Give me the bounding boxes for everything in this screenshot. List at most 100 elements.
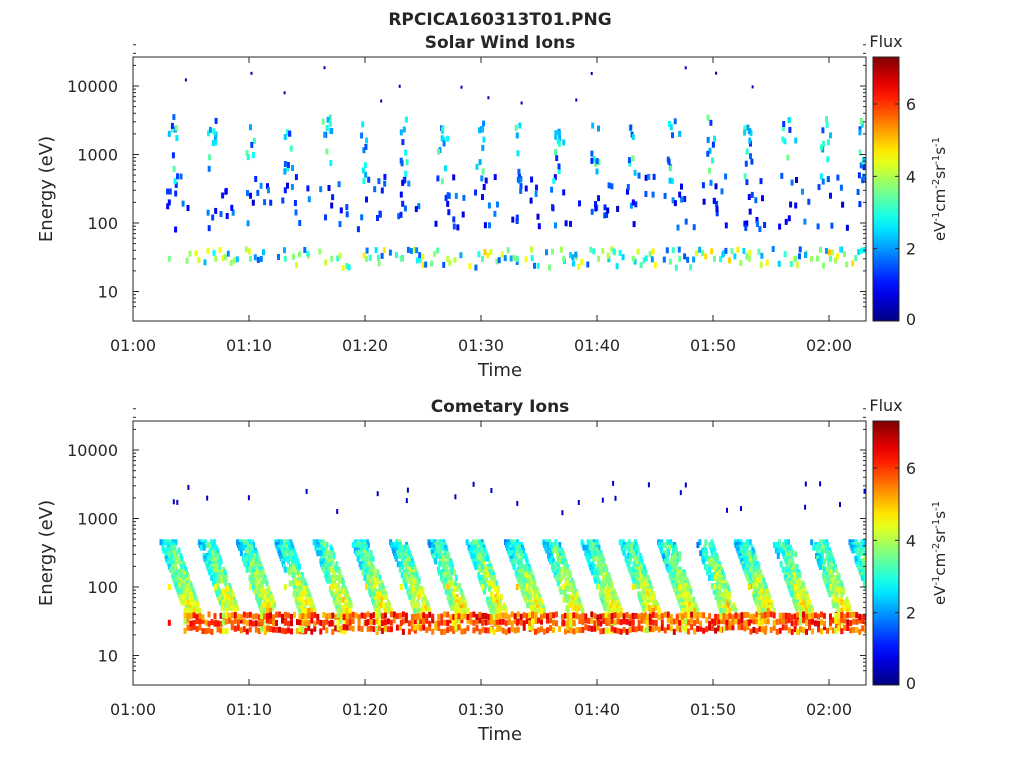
panel-title: Solar Wind Ions (425, 33, 576, 53)
flux-pixel (446, 551, 450, 558)
flux-pixel (172, 499, 175, 505)
flux-pixel (615, 263, 619, 270)
flux-pixel (840, 591, 844, 598)
flux-pixel (449, 614, 453, 621)
flux-pixel (419, 625, 423, 632)
flux-pixel (501, 612, 505, 619)
flux-pixel (500, 605, 504, 611)
flux-pixel (254, 620, 258, 627)
flux-pixel (171, 152, 175, 159)
flux-pixel (347, 264, 351, 271)
flux-pixel (304, 620, 308, 627)
flux-pixel (375, 599, 378, 606)
flux-pixel (273, 602, 277, 609)
flux-pixel (799, 626, 802, 633)
flux-pixel (303, 247, 307, 253)
flux-pixel (817, 626, 820, 633)
flux-pixel (802, 611, 805, 618)
flux-pixel (734, 612, 738, 619)
y-tick-label: 10 (98, 283, 118, 302)
colorbar-tick-label: 6 (906, 95, 916, 114)
flux-pixel (631, 199, 635, 206)
flux-pixel (787, 627, 791, 634)
flux-pixel (751, 85, 754, 89)
flux-pixel (206, 495, 209, 501)
flux-pixel (859, 561, 863, 568)
flux-pixel (555, 620, 558, 627)
flux-pixel (593, 613, 597, 619)
flux-pixel (828, 591, 832, 598)
flux-pixel (259, 596, 263, 603)
flux-pixel (740, 617, 744, 624)
flux-pixel (662, 256, 666, 263)
flux-pixel (646, 591, 650, 598)
flux-pixel (491, 596, 495, 603)
flux-pixel (380, 613, 384, 620)
flux-pixel (269, 626, 272, 632)
flux-pixel (281, 617, 284, 624)
flux-pixel (628, 558, 632, 565)
colorbar-tick-label: 4 (906, 531, 916, 550)
flux-pixel (230, 624, 234, 631)
flux-pixel (294, 174, 298, 181)
flux-pixel (792, 563, 796, 570)
flux-pixel (828, 249, 831, 256)
flux-pixel (666, 624, 670, 631)
flux-pixel (265, 580, 269, 587)
flux-pixel (493, 174, 497, 181)
flux-pixel (861, 617, 865, 624)
flux-pixel (645, 614, 649, 621)
flux-pixel (843, 613, 847, 620)
flux-pixel (421, 262, 425, 269)
flux-pixel (769, 611, 773, 618)
flux-pixel (805, 613, 808, 620)
flux-pixel (442, 555, 446, 562)
flux-pixel (247, 495, 250, 501)
flux-pixel (692, 256, 696, 263)
flux-pixel (606, 252, 610, 259)
flux-pixel (187, 484, 190, 490)
flux-pixel (189, 624, 193, 631)
flux-pixel (475, 618, 479, 625)
flux-pixel (233, 617, 237, 624)
flux-pixel (709, 179, 713, 186)
flux-pixel (752, 613, 756, 620)
flux-pixel (489, 249, 493, 256)
flux-pixel (642, 596, 645, 603)
flux-pixel (338, 252, 342, 259)
flux-pixel (706, 114, 710, 121)
flux-pixel (739, 260, 743, 266)
flux-pixel (758, 602, 762, 609)
flux-pixel (857, 249, 861, 256)
flux-pixel (790, 614, 794, 621)
flux-pixel (653, 605, 657, 611)
flux-pixel (533, 580, 537, 587)
flux-pixel (351, 611, 355, 618)
flux-pixel (359, 547, 363, 554)
flux-pixel (445, 547, 449, 554)
flux-pixel (566, 607, 570, 614)
flux-pixel (722, 607, 726, 614)
flux-pixel (622, 626, 626, 633)
flux-pixel (603, 588, 607, 595)
flux-pixel (413, 614, 417, 620)
flux-pixel (640, 558, 644, 565)
flux-pixel (162, 547, 166, 554)
flux-pixel (366, 542, 370, 548)
flux-pixel (283, 551, 287, 558)
flux-pixel (783, 251, 787, 258)
flux-pixel (556, 138, 560, 145)
flux-pixel (377, 611, 381, 618)
flux-pixel (383, 612, 387, 619)
flux-pixel (772, 612, 776, 619)
flux-pixel (625, 628, 629, 635)
flux-pixel (917, 249, 920, 255)
flux-pixel (301, 627, 305, 634)
flux-pixel (410, 620, 414, 627)
flux-pixel (839, 184, 843, 191)
flux-pixel (278, 626, 281, 633)
flux-pixel (195, 618, 199, 625)
flux-pixel (472, 627, 476, 634)
flux-pixel (481, 619, 484, 626)
flux-pixel (288, 130, 291, 137)
